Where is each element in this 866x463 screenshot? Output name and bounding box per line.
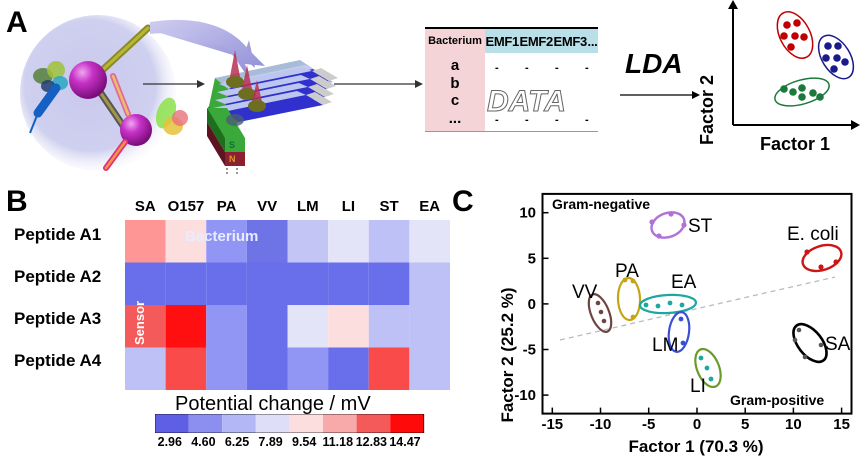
svg-text:VV: VV [572, 282, 598, 303]
svg-text:15: 15 [833, 416, 850, 433]
svg-text:LI: LI [690, 376, 706, 397]
svg-text:-5: -5 [523, 342, 536, 359]
svg-text:10: 10 [519, 205, 536, 222]
svg-text:-15: -15 [541, 416, 563, 433]
svg-text:Gram-negative: Gram-negative [552, 196, 650, 212]
svg-text:10: 10 [785, 416, 802, 433]
svg-text:-5: -5 [642, 416, 655, 433]
svg-text:Factor 2 (25.2 %): Factor 2 (25.2 %) [498, 287, 517, 422]
svg-text:0: 0 [528, 296, 536, 313]
svg-text:5: 5 [741, 416, 749, 433]
svg-text:E. coli: E. coli [787, 224, 839, 245]
svg-text:0: 0 [693, 416, 701, 433]
svg-text:Gram-positive: Gram-positive [730, 392, 824, 408]
svg-text:PA: PA [615, 261, 639, 282]
svg-text:5: 5 [528, 250, 536, 267]
svg-text:LM: LM [652, 335, 678, 356]
svg-text:SA: SA [825, 334, 851, 355]
svg-text:-10: -10 [514, 387, 536, 404]
svg-text:EA: EA [671, 272, 697, 293]
svg-text:-10: -10 [590, 416, 612, 433]
svg-text:ST: ST [688, 216, 713, 237]
svg-text:Factor 1 (70.3 %): Factor 1 (70.3 %) [628, 437, 763, 456]
